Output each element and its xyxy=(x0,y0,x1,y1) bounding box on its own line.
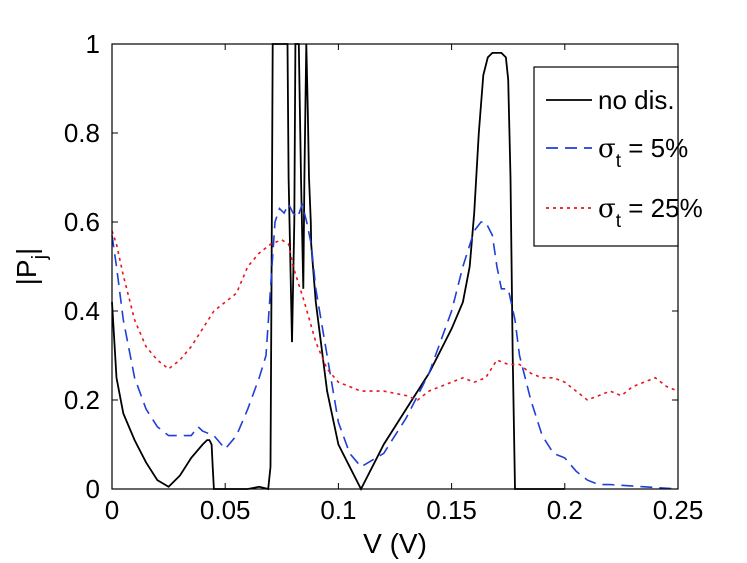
legend-box xyxy=(533,66,679,247)
y-tick-label: 0.2 xyxy=(64,385,100,415)
plot-frame xyxy=(111,43,679,490)
x-tick-label: 0.15 xyxy=(426,495,477,525)
legend: no dis. σt = 5% σt = 25% xyxy=(533,66,703,247)
x-tick-label: 0.1 xyxy=(320,495,356,525)
y-tick-label: 0.4 xyxy=(64,296,100,326)
y-tick-label: 1 xyxy=(86,29,100,59)
legend-label-0: no dis. xyxy=(598,85,675,115)
series-line-2 xyxy=(111,230,679,401)
legend-label-2: σt = 25% xyxy=(598,193,703,232)
legend-entries: no dis. σt = 5% σt = 25% xyxy=(546,85,703,232)
y-axis-label-end: | xyxy=(11,248,42,255)
x-tick-label: 0 xyxy=(105,495,119,525)
x-tick-label: 0.05 xyxy=(200,495,251,525)
y-axis-label-subscript: j xyxy=(29,255,51,260)
x-tick-label: 0.2 xyxy=(547,495,583,525)
tick-layer: 0 0.05 0.1 0.15 0.2 0.25 0 0.2 0.4 0.6 0.8 1 xyxy=(64,29,703,525)
x-axis-label: V (V) xyxy=(363,528,427,559)
legend-label-1: σt = 5% xyxy=(598,133,688,172)
y-tick-label: 0 xyxy=(86,474,100,504)
y-tick-label: 0.6 xyxy=(64,207,100,237)
y-axis-label: |Pj| xyxy=(11,248,51,286)
series-line-1 xyxy=(111,201,679,490)
x-tick-label: 0.25 xyxy=(653,495,704,525)
y-axis-label-main: |P xyxy=(11,259,42,285)
y-tick-label: 0.8 xyxy=(64,118,100,148)
